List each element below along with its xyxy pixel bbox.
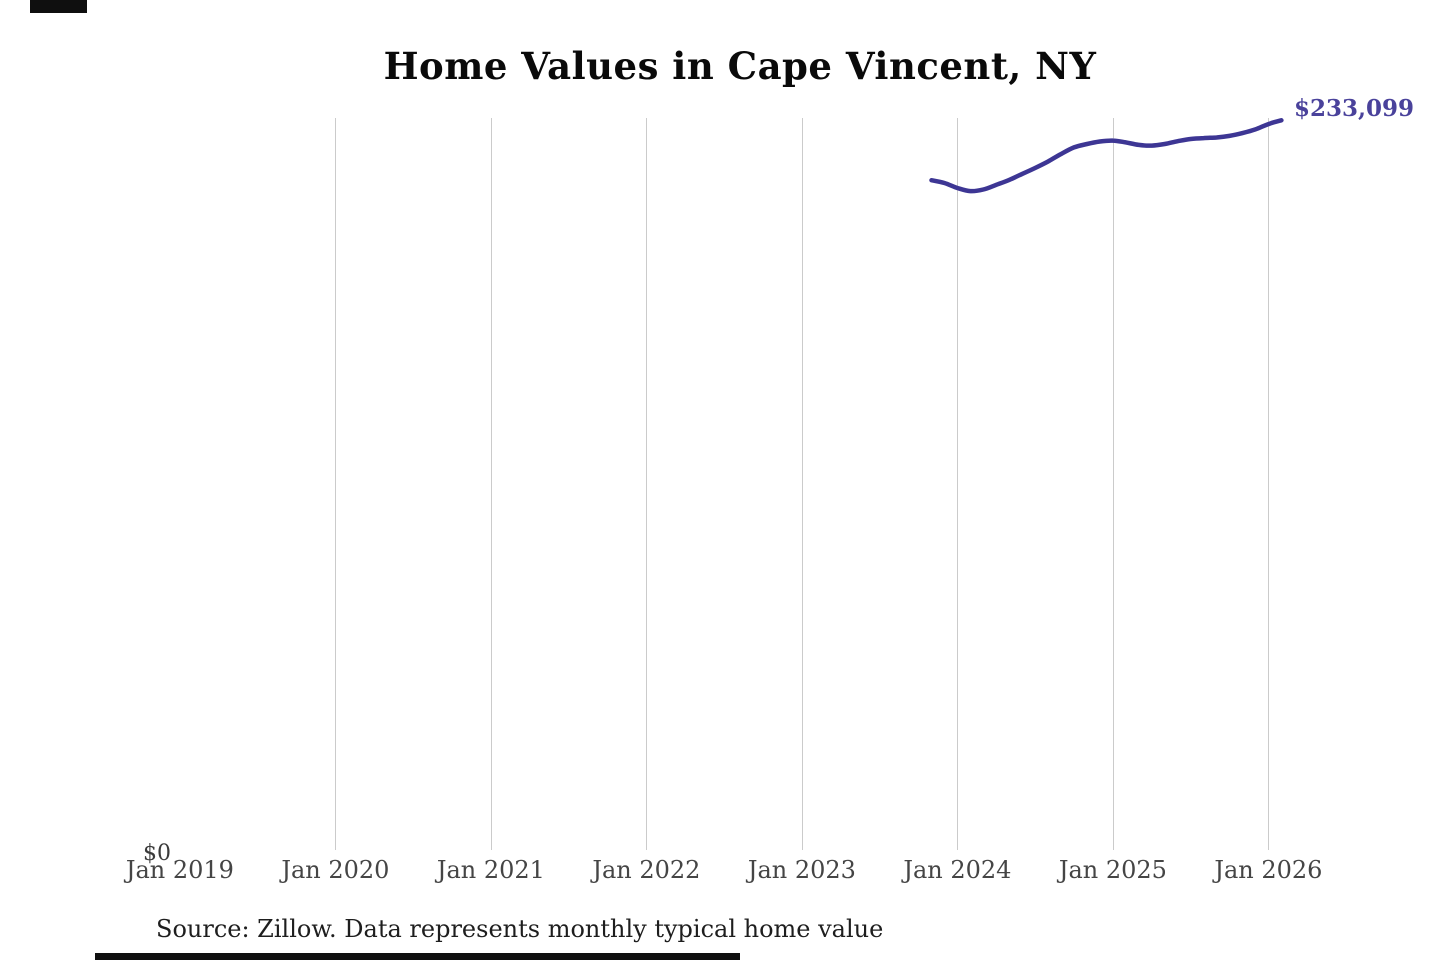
x-axis-label: Jan 2020 [281, 856, 390, 884]
cropped-content-artifact-bottom [95, 953, 740, 960]
x-axis-label: Jan 2019 [125, 856, 234, 884]
cropped-content-artifact-top-left [30, 0, 87, 13]
x-axis-label: Jan 2025 [1058, 856, 1167, 884]
x-axis-label: Jan 2024 [903, 856, 1012, 884]
x-axis-label: Jan 2023 [747, 856, 856, 884]
trend-line-path [929, 118, 1284, 194]
gridline-jan-2020 [335, 118, 337, 850]
latest-value-label: $233,099 [1294, 95, 1415, 122]
source-note: Source: Zillow. Data represents monthly … [156, 915, 884, 943]
gridline-jan-2025 [1112, 118, 1114, 850]
gridline-jan-2021 [490, 118, 492, 850]
gridline-jan-2023 [801, 118, 803, 850]
gridline-jan-2026 [1268, 118, 1270, 850]
chart-title: Home Values in Cape Vincent, NY [383, 44, 1097, 88]
x-axis-label: Jan 2026 [1214, 856, 1323, 884]
gridline-jan-2022 [646, 118, 648, 850]
x-axis-label: Jan 2021 [436, 856, 545, 884]
x-axis-label: Jan 2022 [592, 856, 701, 884]
gridline-jan-2024 [957, 118, 959, 850]
y-axis-zero-label: $0 [143, 841, 171, 866]
